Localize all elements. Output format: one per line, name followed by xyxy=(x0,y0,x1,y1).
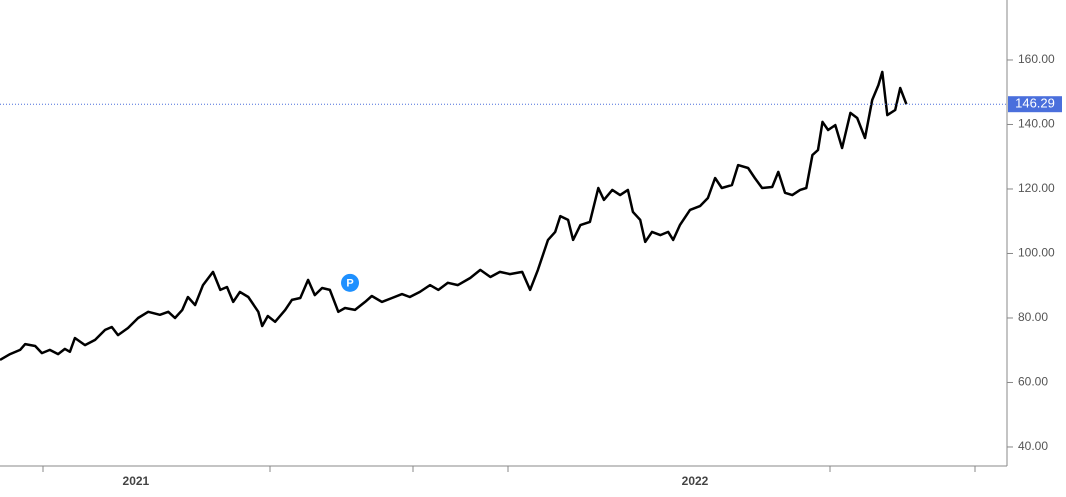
y-tick-label: 120.00 xyxy=(1018,181,1055,195)
x-tick-label: 2021 xyxy=(123,474,150,488)
last-price-label: 146.29 xyxy=(1015,96,1055,111)
y-tick-label: 160.00 xyxy=(1018,52,1055,66)
y-tick-label: 40.00 xyxy=(1018,439,1048,453)
annotation-label: P xyxy=(346,278,353,290)
minor-ticks xyxy=(42,466,976,472)
y-tick-label: 100.00 xyxy=(1018,246,1055,260)
y-tick-label: 80.00 xyxy=(1018,310,1048,324)
y-tick-label: 140.00 xyxy=(1018,117,1055,131)
last-price-box xyxy=(1008,96,1062,113)
price-line xyxy=(0,70,908,361)
y-tick-label: 60.00 xyxy=(1018,375,1048,389)
x-tick-label: 2022 xyxy=(682,474,709,488)
annotation-marker xyxy=(341,273,360,292)
